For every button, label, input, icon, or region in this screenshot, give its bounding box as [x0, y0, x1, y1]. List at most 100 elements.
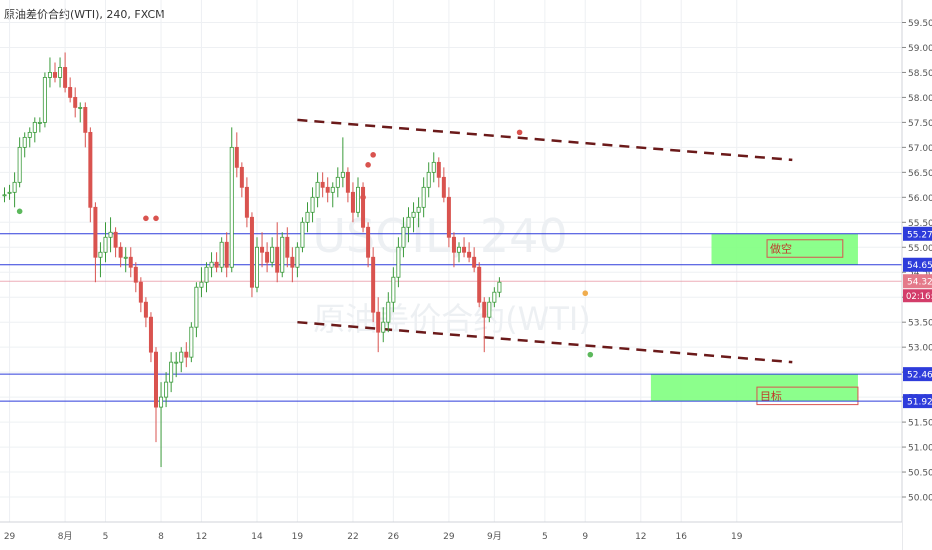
candle-body	[229, 146, 234, 268]
candle-body	[295, 246, 300, 268]
signal-dot	[143, 215, 149, 222]
watermark-symbol: USOIL, 240	[312, 209, 567, 263]
candle-body	[345, 171, 350, 193]
y-tick-label: 59.00	[908, 44, 932, 54]
candle-body	[436, 161, 441, 178]
y-tick-label: 57.00	[908, 144, 932, 154]
candle-body	[335, 176, 340, 188]
x-tick-label: 9	[582, 532, 588, 542]
candle-body	[366, 226, 371, 258]
candle-body	[37, 121, 42, 124]
candle-body	[386, 301, 391, 323]
candle-body	[103, 236, 108, 253]
y-tick-label: 56.50	[908, 169, 932, 179]
x-tick-label: 8月	[58, 531, 73, 542]
x-tick-label: 29	[443, 532, 455, 542]
candle-body	[431, 161, 436, 173]
candle-body	[17, 146, 22, 183]
signal-dot	[582, 290, 589, 297]
candle-body	[411, 211, 416, 218]
candle-body	[290, 256, 295, 268]
candle-body	[467, 251, 472, 258]
signal-dot	[365, 162, 371, 168]
candle-body	[265, 251, 270, 263]
candle-body	[108, 231, 113, 238]
candle-body	[376, 311, 381, 333]
candle-body	[47, 72, 52, 78]
x-tick-label: 16	[675, 532, 687, 542]
x-tick-label: 12	[635, 532, 646, 542]
candle-body	[320, 181, 325, 188]
candle-body	[396, 246, 401, 278]
candle-body	[83, 107, 88, 133]
candle-body	[421, 186, 426, 208]
candle-body	[239, 166, 244, 188]
candle-body	[68, 87, 73, 98]
price-tag: 54.65	[907, 261, 932, 271]
price-tag: 52.46	[907, 371, 932, 381]
candle-body	[153, 351, 158, 408]
candle-body	[179, 351, 184, 363]
x-tick-label: 5	[103, 532, 109, 542]
zone-label-box	[766, 239, 844, 258]
candle-body	[189, 326, 194, 358]
candle-body	[2, 194, 7, 197]
candle-body	[42, 77, 47, 123]
candle-body	[426, 171, 431, 188]
zone-label: 目标	[760, 389, 782, 403]
x-tick-label: 8	[158, 532, 164, 542]
candle-body	[371, 256, 376, 313]
candle-body	[482, 301, 487, 318]
candle-body	[441, 176, 446, 198]
x-tick-label: 12	[196, 532, 207, 542]
signal-dot	[153, 215, 159, 222]
y-tick-label: 53.50	[908, 319, 932, 329]
candle-body	[325, 186, 330, 193]
y-tick-label: 58.00	[908, 94, 932, 104]
candle-body	[249, 216, 254, 288]
candle-body	[88, 131, 93, 208]
x-tick-label: 26	[388, 532, 400, 542]
price-tag-bg	[903, 274, 932, 289]
y-tick-label: 54.50	[908, 269, 932, 279]
candle-body	[148, 316, 153, 353]
candle-body	[497, 281, 502, 293]
candle-body	[487, 301, 492, 318]
y-tick-label: 55.00	[908, 244, 932, 254]
countdown-bg	[903, 289, 932, 303]
candle-body	[381, 321, 386, 333]
candle-body	[350, 191, 355, 213]
candle-body	[194, 286, 199, 328]
price-tag-bg	[903, 257, 932, 272]
x-tick-label: 9月	[487, 531, 502, 542]
candle-body	[472, 256, 477, 268]
candle-body	[361, 186, 366, 228]
candle-body	[199, 281, 204, 288]
candle-body	[174, 361, 179, 364]
candle-body	[310, 196, 315, 213]
y-tick-label: 51.50	[908, 419, 932, 429]
candle-body	[159, 396, 164, 408]
y-tick-label: 53.00	[908, 344, 932, 354]
x-tick-label: 29	[4, 532, 16, 542]
candle-body	[63, 67, 68, 88]
candle-body	[7, 191, 12, 194]
candle-body	[270, 246, 275, 263]
candle-body	[123, 256, 128, 259]
candle-body	[462, 246, 467, 253]
candle-body	[416, 206, 421, 213]
candle-body	[118, 246, 123, 258]
candle-body	[315, 181, 320, 198]
y-tick-label: 58.50	[908, 69, 932, 79]
candle-body	[234, 146, 239, 168]
candle-body	[22, 136, 27, 148]
candle-body	[143, 301, 148, 318]
price-tag: 55.27	[907, 230, 932, 240]
candle-body	[27, 131, 32, 138]
time-axis-bg	[0, 522, 902, 550]
candle-body	[275, 246, 280, 273]
price-tag-bg	[903, 367, 932, 382]
candle-body	[355, 186, 360, 213]
channel-lower-line	[297, 320, 793, 364]
